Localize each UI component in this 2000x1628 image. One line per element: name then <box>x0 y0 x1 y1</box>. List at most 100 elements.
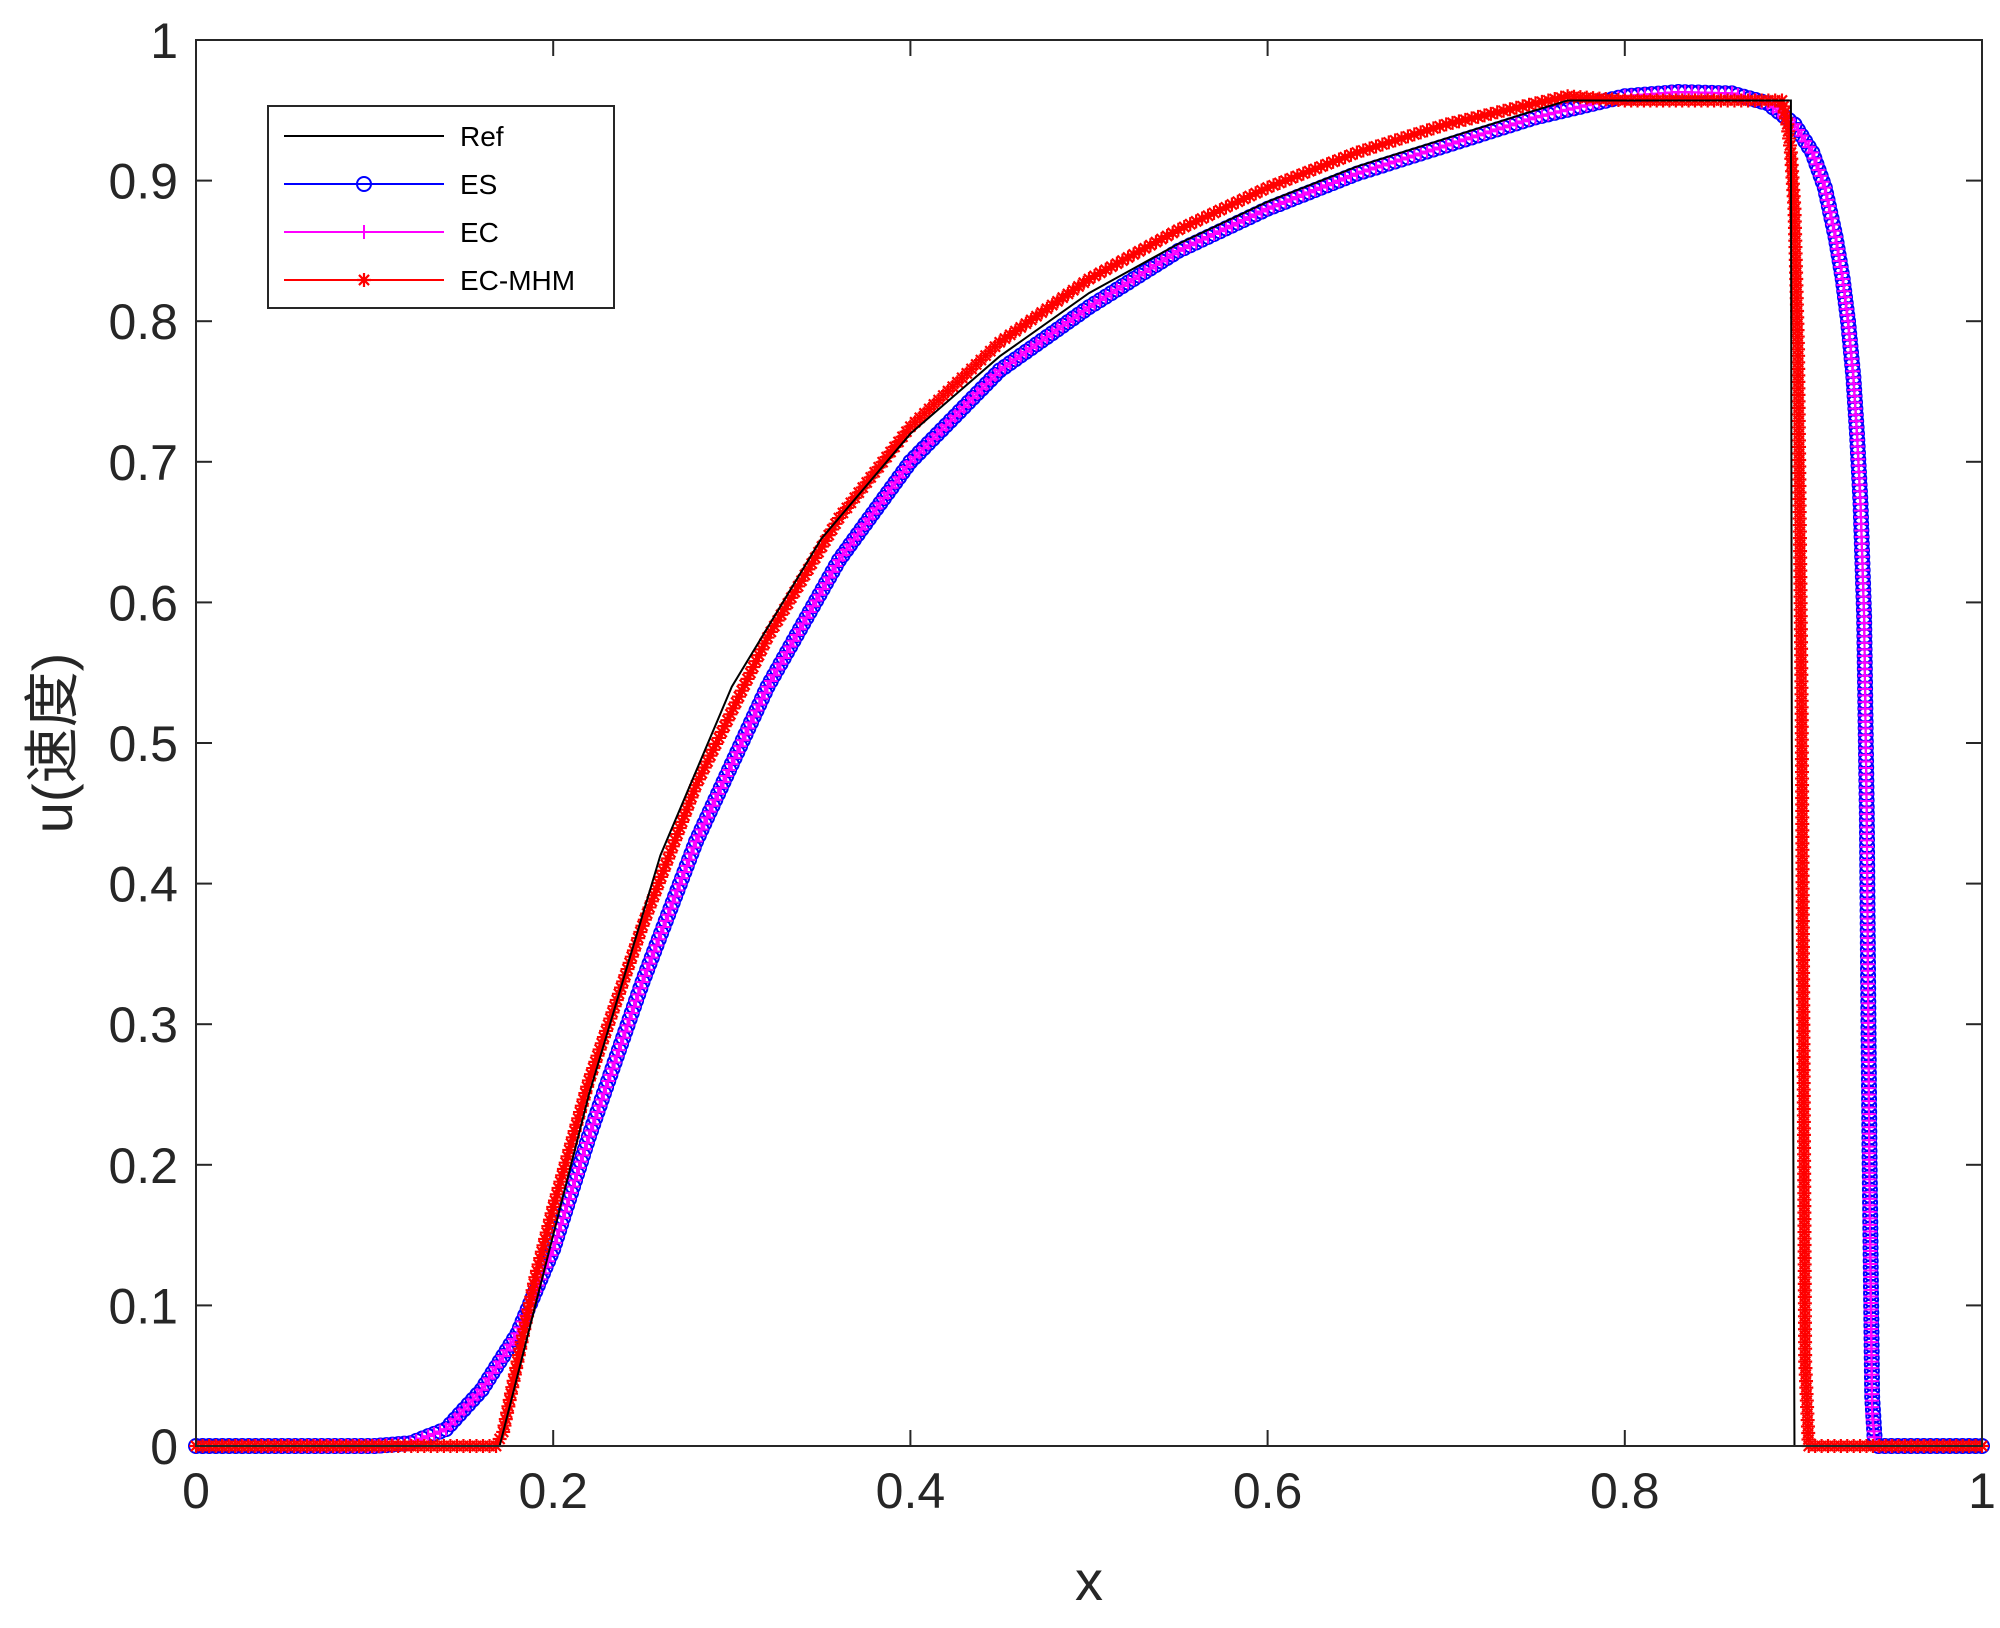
data-point-ec-mhm <box>558 1155 573 1170</box>
data-point-ec-mhm <box>524 1289 539 1304</box>
data-point-ec <box>1308 182 1323 197</box>
data-point-ec-mhm <box>517 1322 532 1337</box>
legend-entry-ec: EC <box>284 217 499 248</box>
data-point-ec <box>1445 136 1460 151</box>
data-point-ec <box>809 593 824 608</box>
data-point-ec-mhm <box>514 1335 529 1350</box>
data-point-ec <box>702 804 717 819</box>
data-point-ec-mhm <box>656 863 671 878</box>
data-point-ec-mhm <box>647 888 662 903</box>
data-point-ec <box>1177 241 1192 256</box>
data-point-ec-mhm <box>505 1380 520 1395</box>
data-point-ec <box>1369 160 1384 175</box>
data-point-ec <box>1439 138 1454 153</box>
data-point-ec-mhm <box>1547 92 1562 107</box>
data-point-ec <box>1821 199 1836 214</box>
data-point-ec-mhm <box>740 671 755 686</box>
data-point-ec <box>427 1426 442 1441</box>
data-point-ec <box>1189 235 1204 250</box>
data-point-ec <box>1828 229 1843 244</box>
data-point-ec <box>1290 190 1305 205</box>
data-point-ec-mhm <box>737 677 752 692</box>
data-point-ec-mhm <box>560 1149 575 1164</box>
data-point-ec-mhm <box>576 1092 591 1107</box>
data-point-ec-mhm <box>709 736 724 751</box>
legend: Ref ES EC EC-MHM <box>267 105 615 309</box>
data-point-ec-mhm <box>1132 244 1147 259</box>
data-point-ec-mhm <box>539 1225 554 1240</box>
data-point-ec-mhm <box>1439 117 1454 132</box>
data-point-ec <box>573 1154 588 1169</box>
data-point-ec <box>1833 259 1848 274</box>
data-point-ec <box>656 920 671 935</box>
data-point-ec <box>658 913 673 928</box>
data-point-ec-mhm <box>526 1276 541 1291</box>
data-point-ec-mhm <box>1420 123 1435 138</box>
data-point-ec-mhm <box>658 857 673 872</box>
data-point-ec-mhm <box>506 1373 521 1388</box>
data-point-ec <box>649 938 664 953</box>
data-point-ec <box>577 1142 592 1157</box>
data-point-ec <box>815 581 830 596</box>
data-point-ec <box>1201 229 1216 244</box>
data-point-ec <box>654 926 669 941</box>
data-point-ec-mhm <box>1451 114 1466 129</box>
data-point-ec-mhm <box>571 1111 586 1126</box>
data-point-ec-mhm <box>814 539 829 554</box>
data-point-ec <box>566 1179 581 1194</box>
data-point-ec <box>607 1055 622 1070</box>
data-point-ec-mhm <box>697 760 712 775</box>
data-point-ec-mhm <box>626 943 641 958</box>
data-point-ec <box>1823 205 1838 220</box>
data-point-ec <box>1522 112 1537 127</box>
data-point-ec <box>700 810 715 825</box>
data-point-ec-mhm <box>513 1341 528 1356</box>
data-point-ec-mhm <box>1121 250 1136 265</box>
data-point-ec <box>760 679 775 694</box>
data-point-ec-mhm <box>726 701 741 716</box>
data-point-ec-mhm <box>1212 203 1227 218</box>
data-point-ec-mhm <box>1554 90 1569 105</box>
data-point-ec <box>789 627 804 642</box>
data-point-ec-mhm <box>1528 96 1543 111</box>
data-point-ec-mhm <box>562 1143 577 1158</box>
data-point-ec-mhm <box>1218 200 1233 215</box>
data-point-ec-mhm <box>1248 186 1263 201</box>
y-tick-label: 0.8 <box>108 294 178 350</box>
data-point-ec <box>1832 253 1847 268</box>
data-point-ec-mhm <box>706 742 721 757</box>
data-point-ec-mhm <box>1496 103 1511 118</box>
data-point-ec-mhm <box>1195 211 1210 226</box>
data-point-ec <box>1375 158 1390 173</box>
data-point-ec-mhm <box>663 845 678 860</box>
data-point-ec <box>705 798 720 813</box>
data-point-ec-mhm <box>592 1042 607 1057</box>
data-point-ec <box>633 981 648 996</box>
data-point-ec-mhm <box>1502 102 1517 117</box>
data-point-ec <box>1212 224 1227 239</box>
data-point-ec <box>1541 107 1556 122</box>
data-point-ec-mhm <box>1413 125 1428 140</box>
data-point-ec <box>1195 232 1210 247</box>
data-point-ec-mhm <box>1278 173 1293 188</box>
y-tick-label: 0.1 <box>108 1278 178 1334</box>
data-point-ec-mhm <box>746 660 761 675</box>
data-point-ec <box>744 715 759 730</box>
legend-box <box>267 105 615 309</box>
data-point-ec-mhm <box>720 713 735 728</box>
data-point-ec <box>805 599 820 614</box>
data-point-ec-mhm <box>534 1244 549 1259</box>
data-point-ec <box>433 1424 448 1439</box>
data-point-ec-mhm <box>525 1283 540 1298</box>
data-point-ec <box>730 745 745 760</box>
data-point-ec-mhm <box>1320 157 1335 172</box>
data-point-ec <box>727 751 742 766</box>
y-tick-label: 1 <box>150 13 178 69</box>
data-point-ec <box>618 1024 633 1039</box>
data-point-ec-mhm <box>551 1181 566 1195</box>
x-tick-label: 0.6 <box>1233 1463 1303 1519</box>
data-point-ec-mhm <box>522 1296 537 1311</box>
data-point-ec-mhm <box>1337 150 1352 165</box>
data-point-ec-mhm <box>588 1054 603 1069</box>
data-point-ec-mhm <box>572 1105 587 1120</box>
